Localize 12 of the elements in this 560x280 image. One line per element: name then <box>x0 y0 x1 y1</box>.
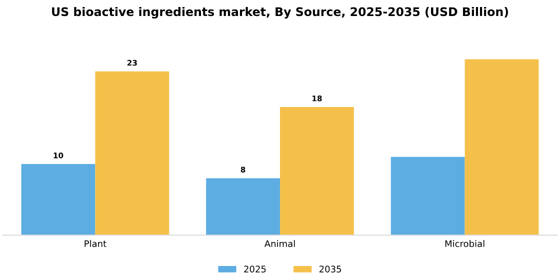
x-tick-label: Animal <box>264 240 295 248</box>
bar <box>280 106 354 236</box>
x-tick-label: Plant <box>84 240 106 248</box>
bar <box>21 164 96 236</box>
bar <box>206 178 280 236</box>
legend-label: 2035 <box>319 266 342 272</box>
bar <box>95 71 170 236</box>
bar <box>464 59 539 236</box>
legend-label: 2025 <box>244 266 266 272</box>
x-tick-label: Microbial <box>445 240 484 248</box>
chart-title: US bioactive ingredients market, By Source, 2025-2035 (USD Billion) <box>52 7 508 19</box>
bar <box>390 156 465 236</box>
